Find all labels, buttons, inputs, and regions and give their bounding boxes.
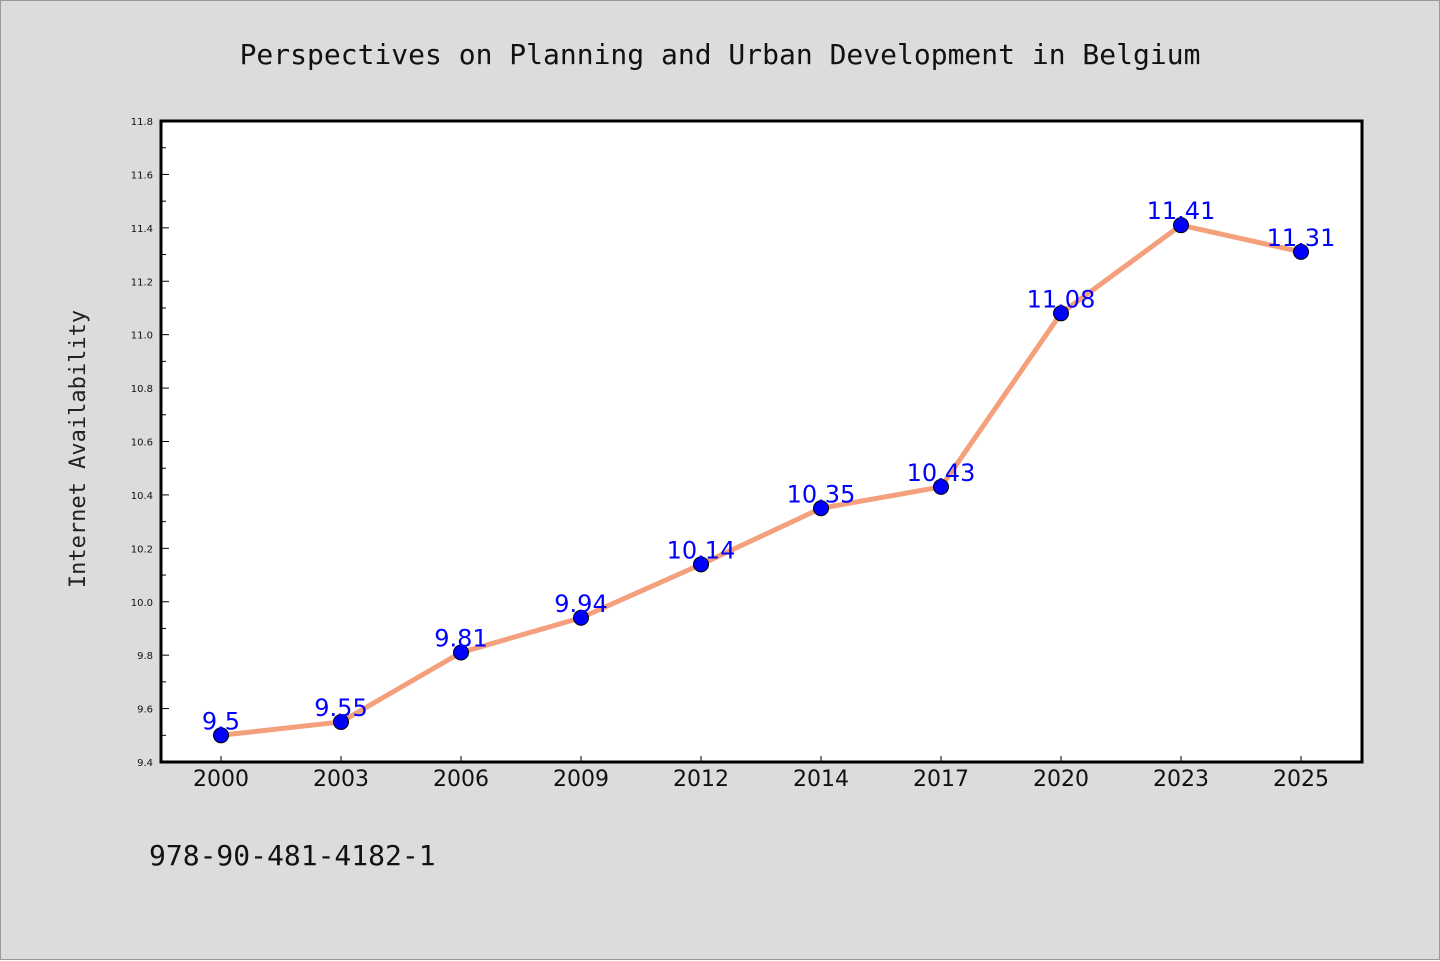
- data-point: [693, 556, 709, 573]
- y-tick-label: 9.8: [137, 651, 153, 662]
- x-tick-label: 2023: [1153, 767, 1209, 792]
- y-axis-label: Internet Availability: [66, 310, 91, 588]
- data-label: 10.14: [667, 536, 736, 564]
- data-point: [1173, 217, 1189, 234]
- y-tick-label: 10.4: [131, 491, 153, 502]
- plot-area: [159, 119, 1364, 764]
- y-tick-label: 10.8: [131, 384, 153, 395]
- data-labels-group: 9.5 9.55 9.81 9.94 10.14 10.35 10.43 11.08 11.41…: [202, 197, 1335, 735]
- x-tick-label: 2000: [193, 767, 249, 792]
- x-tick-label: 2017: [913, 767, 969, 792]
- x-tick-label: 2020: [1033, 767, 1089, 792]
- y-tick-label: 9.6: [137, 705, 153, 716]
- chart-title: Perspectives on Planning and Urban Devel…: [240, 38, 1201, 71]
- data-point: [933, 478, 949, 495]
- data-point: [1053, 305, 1069, 322]
- isbn-text: 978-90-481-4182-1: [149, 839, 436, 872]
- data-label: 9.55: [314, 694, 367, 722]
- data-label: 11.31: [1267, 224, 1336, 252]
- x-tick-label: 2012: [673, 767, 729, 792]
- data-label: 10.35: [787, 480, 856, 508]
- data-label: 10.43: [907, 459, 976, 487]
- data-point: [213, 727, 229, 744]
- x-tick-label: 2006: [433, 767, 489, 792]
- y-tick-label: 11.0: [131, 331, 153, 342]
- y-tick-label: 9.4: [137, 758, 153, 769]
- data-point: [813, 500, 829, 517]
- series-group: [213, 217, 1309, 744]
- data-label: 11.41: [1147, 197, 1216, 225]
- data-label: 11.08: [1027, 285, 1096, 313]
- y-tick-label: 10.6: [131, 438, 153, 449]
- y-tick-label: 11.2: [131, 277, 153, 288]
- data-label: 9.94: [554, 590, 607, 618]
- data-label: 9.81: [434, 624, 487, 652]
- y-tick-label: 11.4: [131, 224, 153, 235]
- data-label: 9.5: [202, 707, 240, 735]
- y-tick-label: 10.0: [131, 598, 153, 609]
- data-point: [453, 644, 469, 661]
- x-tick-label: 2003: [313, 767, 369, 792]
- data-point: [573, 609, 589, 626]
- y-tick-label: 11.6: [131, 170, 153, 181]
- data-point: [333, 713, 349, 730]
- x-tick-label: 2009: [553, 767, 609, 792]
- y-tick-label: 11.8: [131, 117, 153, 128]
- y-tick-label: 10.2: [131, 544, 153, 555]
- x-axis: 2000 2003 2006 2009 2012 2014 2017 2020 2023 2025: [193, 756, 1329, 792]
- data-point: [1293, 243, 1309, 260]
- x-tick-label: 2025: [1273, 767, 1329, 792]
- series-line: [220, 222, 1302, 738]
- y-axis: 9.4 9.6 9.8 10.0 10.2 10.4 10.6 10.8 11.0 11.2 11.…: [131, 117, 169, 769]
- x-tick-label: 2014: [793, 767, 849, 792]
